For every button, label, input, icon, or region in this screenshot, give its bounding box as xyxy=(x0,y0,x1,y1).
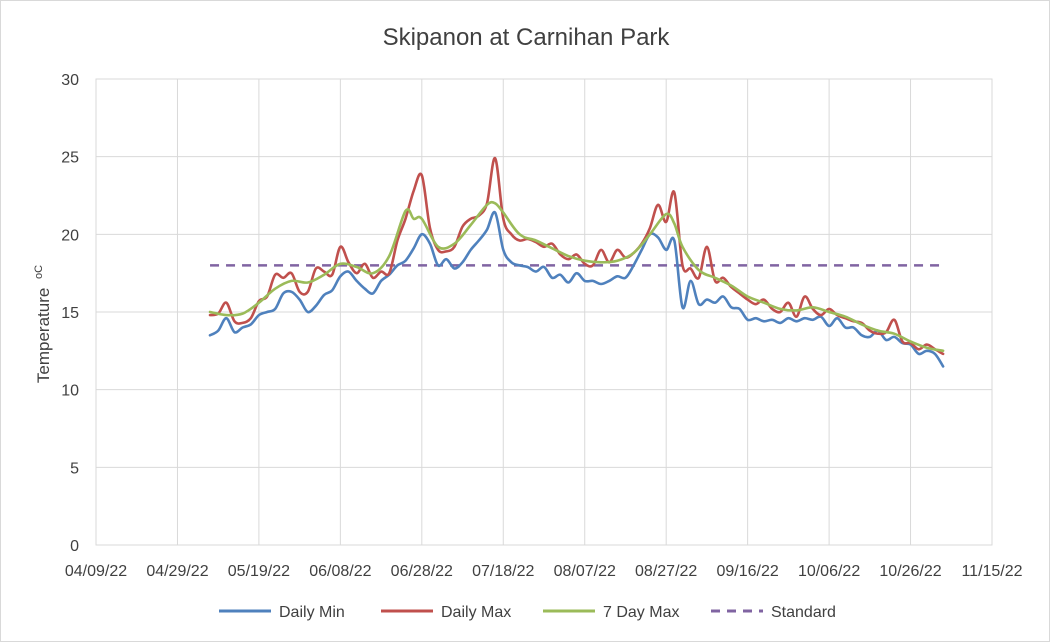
legend-item-7-day-max: 7 Day Max xyxy=(543,604,679,621)
x-tick-label: 09/16/22 xyxy=(716,563,778,580)
legend-label-standard: Standard xyxy=(771,604,836,621)
x-tick-label: 06/28/22 xyxy=(391,563,453,580)
x-tick-label: 08/07/22 xyxy=(554,563,616,580)
y-tick-label: 0 xyxy=(70,538,79,555)
x-tick-label: 05/19/22 xyxy=(228,563,290,580)
series-line-daily-min xyxy=(208,210,945,368)
y-axis-title: Temperature oC xyxy=(33,265,53,383)
x-tick-label: 08/27/22 xyxy=(635,563,697,580)
x-tick-label: 04/29/22 xyxy=(146,563,208,580)
y-tick-label: 25 xyxy=(61,150,79,167)
x-tick-label: 06/08/22 xyxy=(309,563,371,580)
x-tick-label: 07/18/22 xyxy=(472,563,534,580)
legend-item-daily-min: Daily Min xyxy=(219,604,345,621)
svg-text:Temperature oC: Temperature oC xyxy=(33,265,53,383)
y-axis-unit-superscript: oC xyxy=(33,265,45,279)
y-axis-label: Temperature xyxy=(34,288,53,383)
series-layer xyxy=(208,156,945,368)
x-axis-ticks: 04/09/22 04/29/22 05/19/22 06/08/22 06/28/22… xyxy=(65,563,1023,580)
y-tick-label: 5 xyxy=(70,460,79,477)
plot-border xyxy=(95,78,993,546)
y-tick-label: 20 xyxy=(61,227,79,244)
gridlines xyxy=(95,78,993,546)
legend-label-daily-min: Daily Min xyxy=(279,604,345,621)
y-tick-label: 10 xyxy=(61,383,79,400)
chart-title: Skipanon at Carnihan Park xyxy=(383,24,671,51)
legend-item-standard: Standard xyxy=(711,604,836,621)
x-tick-label: 11/15/22 xyxy=(961,563,1022,580)
x-tick-label: 10/26/22 xyxy=(879,563,941,580)
x-tick-label: 04/09/22 xyxy=(65,563,127,580)
legend-item-daily-max: Daily Max xyxy=(381,604,511,621)
series-line-7-day-max xyxy=(208,200,945,353)
legend-label-7-day-max: 7 Day Max xyxy=(603,604,679,621)
y-tick-label: 15 xyxy=(61,305,79,322)
plot-area xyxy=(95,78,993,546)
y-axis-ticks: 0 5 10 15 20 25 30 xyxy=(61,72,79,555)
legend: Daily Min Daily Max 7 Day Max Standard xyxy=(219,604,836,621)
x-tick-label: 10/06/22 xyxy=(798,563,860,580)
series-line-daily-max xyxy=(208,156,945,356)
legend-label-daily-max: Daily Max xyxy=(441,604,511,621)
y-tick-label: 30 xyxy=(61,72,79,89)
